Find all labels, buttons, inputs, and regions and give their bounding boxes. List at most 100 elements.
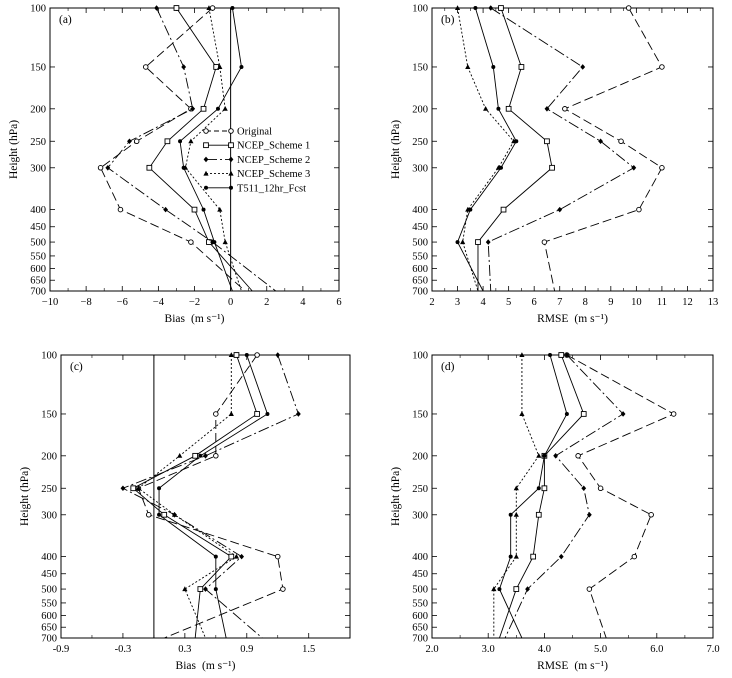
data-point: [275, 553, 281, 560]
data-point: [188, 138, 194, 144]
y-tick-label: 200: [412, 451, 428, 462]
y-tick-label: 550: [412, 598, 428, 609]
x-axis-label-unit: (m s⁻¹): [574, 660, 608, 672]
data-point: [213, 587, 218, 592]
data-point: [631, 164, 637, 171]
y-tick-label: 250: [41, 484, 57, 495]
data-point: [254, 411, 260, 417]
x-tick-label: 11: [657, 297, 667, 308]
y-tick-label: 400: [412, 205, 428, 216]
series-line: [100, 7, 246, 292]
data-point: [145, 512, 152, 518]
series-ncep-scheme-2: [485, 5, 637, 292]
data-point: [97, 165, 104, 171]
x-tick-label: 13: [708, 297, 719, 308]
data-point: [213, 453, 219, 459]
y-tick-label: 100: [412, 4, 428, 15]
panel-label: (b): [441, 14, 455, 26]
x-axis-label: RMSE (m s⁻¹): [537, 660, 608, 672]
legend-marker: [229, 185, 233, 190]
y-tick-label: 500: [41, 585, 57, 596]
y-tick-label: 150: [412, 62, 428, 73]
data-point: [133, 138, 140, 145]
data-point: [146, 164, 153, 171]
y-axis-label: Height (hPa): [8, 120, 20, 179]
x-tick-label: 5.0: [594, 644, 607, 655]
series-line: [566, 354, 675, 639]
y-tick-label: 600: [30, 264, 46, 275]
data-point: [228, 553, 235, 560]
series-line: [137, 354, 284, 639]
data-point: [536, 453, 542, 458]
series-t511-12hr-fcst: [157, 353, 270, 639]
y-tick-label: 250: [412, 484, 428, 495]
data-point: [636, 206, 642, 213]
data-point: [182, 586, 188, 592]
y-tick-label: 150: [41, 409, 57, 420]
data-point: [455, 240, 460, 245]
series-original: [97, 5, 246, 292]
series-original: [135, 352, 286, 639]
panel-label: (d): [441, 361, 455, 373]
data-point: [177, 453, 183, 458]
legend-label: NCEP_Scheme 1: [237, 141, 310, 152]
data-point: [535, 511, 542, 518]
series-ncep-scheme-1: [146, 5, 253, 292]
y-tick-label: 250: [412, 137, 428, 148]
data-point: [541, 239, 548, 245]
series-line: [499, 354, 585, 639]
data-point: [586, 511, 592, 518]
series-line: [543, 7, 663, 292]
y-tick-label: 150: [30, 62, 46, 73]
data-point: [558, 352, 565, 358]
x-tick-label: −2: [189, 297, 200, 308]
data-point: [460, 239, 466, 245]
y-tick-label: 600: [412, 611, 428, 622]
data-point: [513, 553, 519, 559]
data-point: [164, 138, 171, 145]
data-point: [468, 207, 473, 212]
data-point: [544, 106, 550, 112]
x-axis-label: RMSE (m s⁻¹): [537, 313, 608, 325]
series-line: [504, 354, 624, 639]
data-point: [496, 106, 501, 111]
data-point: [631, 553, 638, 560]
y-tick-label: 100: [30, 4, 46, 15]
y-axis-label: Height (hPa): [390, 467, 402, 526]
data-point: [475, 239, 481, 245]
data-point: [163, 206, 168, 213]
legend-marker: [203, 142, 209, 149]
series-ncep-scheme-2: [504, 352, 626, 639]
y-tick-label: 550: [30, 251, 46, 262]
x-tick-label: 3.0: [482, 644, 495, 655]
data-point: [497, 587, 502, 592]
y-tick-label: 250: [30, 137, 46, 148]
y-tick-label: 200: [30, 104, 46, 115]
legend-marker: [203, 170, 209, 176]
x-axis-label-unit: (m s⁻¹): [202, 660, 236, 672]
data-point: [513, 511, 519, 517]
data-point: [212, 240, 217, 245]
data-point: [581, 485, 587, 492]
data-point: [598, 138, 603, 145]
data-point: [244, 353, 249, 357]
x-tick-label: 8: [583, 297, 588, 308]
data-point: [178, 139, 183, 144]
x-axis-label-name: RMSE: [537, 313, 568, 325]
y-tick-label: 500: [412, 585, 428, 596]
x-tick-label: 6.0: [650, 644, 663, 655]
panel-label: (a): [59, 14, 72, 26]
data-point: [117, 206, 124, 213]
data-point: [215, 106, 220, 111]
series-ncep-scheme-1: [130, 352, 260, 639]
data-point: [105, 164, 111, 171]
series-t511-12hr-fcst: [455, 6, 519, 292]
data-point: [530, 553, 537, 560]
y-tick-label: 600: [412, 264, 428, 275]
legend-marker: [203, 128, 209, 134]
data-point: [130, 485, 137, 492]
series-line: [179, 7, 242, 292]
data-point: [536, 486, 541, 491]
legend-label: Original: [237, 127, 272, 138]
x-axis-label-name: Bias: [176, 660, 197, 672]
